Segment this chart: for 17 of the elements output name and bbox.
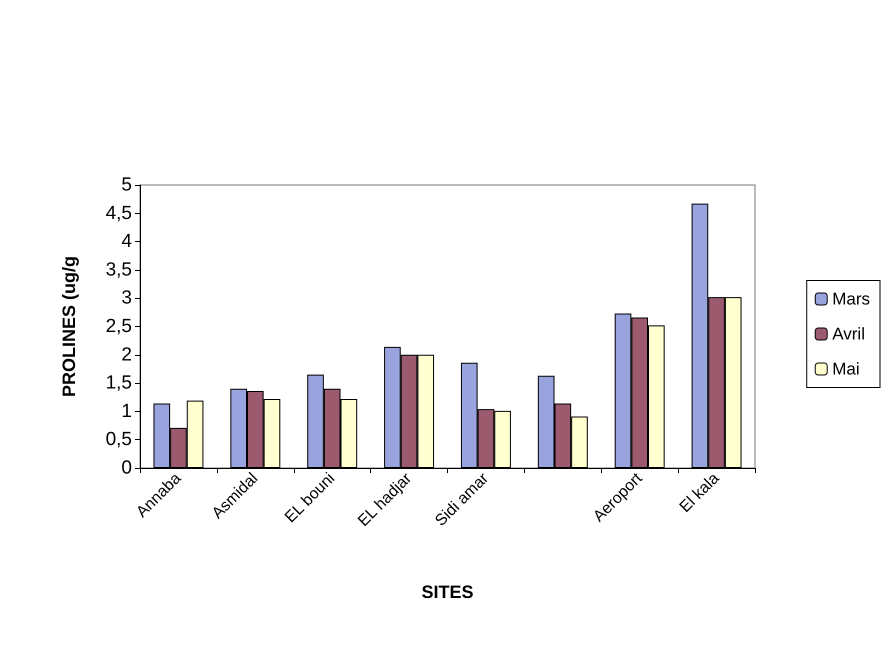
legend-label: Avril xyxy=(832,324,865,344)
y-tick-label: 0,5 xyxy=(106,429,132,450)
y-tick-label: 1,5 xyxy=(106,372,132,394)
y-tick-label: 2,5 xyxy=(106,316,132,337)
x-axis-title: SITES xyxy=(421,582,474,602)
y-tick-label: 0 xyxy=(121,458,132,478)
legend-label: Mars xyxy=(832,290,870,308)
y-tick-label: 1 xyxy=(121,400,132,422)
x-tick-label: El kala xyxy=(676,470,723,516)
y-tick-label: 5 xyxy=(121,174,132,196)
legend-label: Mai xyxy=(832,360,860,378)
y-axis-title: PROLINES (ug/g xyxy=(59,256,79,397)
y-tick-label: 2 xyxy=(121,344,132,366)
y-tick-label: 3 xyxy=(121,288,132,309)
y-tick-label: 4,5 xyxy=(106,202,132,224)
y-tick-label: 4 xyxy=(121,231,132,252)
y-tick-label: 3,5 xyxy=(106,259,132,280)
